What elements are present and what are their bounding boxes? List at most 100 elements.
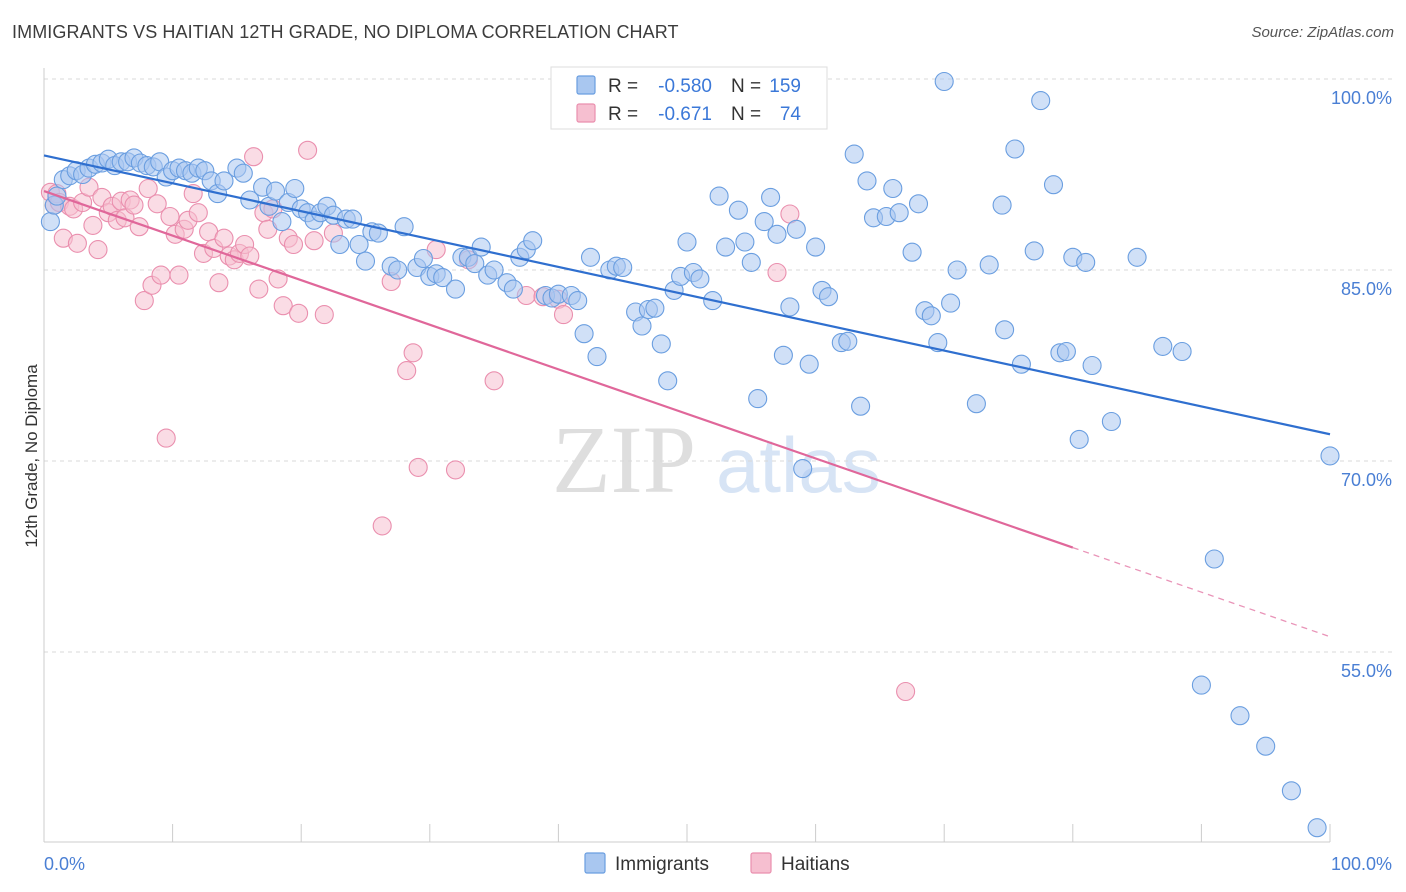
legend-n-label-immigrants: N = <box>731 76 761 97</box>
immigrants-point <box>741 252 761 272</box>
immigrants-point <box>773 345 793 365</box>
immigrants-point <box>735 232 755 252</box>
immigrants-point <box>908 194 929 214</box>
haitians-point <box>67 233 87 253</box>
y-tick-label-1: 85.0% <box>1341 279 1392 299</box>
immigrants-point <box>1056 341 1076 362</box>
haitians-point <box>124 195 144 215</box>
haitians-point <box>83 215 103 235</box>
immigrants-trend-line <box>43 154 1331 436</box>
immigrants-point <box>902 242 922 262</box>
immigrants-point <box>709 186 729 206</box>
immigrants-point <box>503 279 523 299</box>
haitians-point <box>553 305 574 325</box>
haitians-point <box>397 361 417 381</box>
immigrants-point <box>947 260 967 280</box>
series-legend: Immigrants Haitians <box>584 852 850 875</box>
legend-swatch-immigrants <box>576 75 596 95</box>
immigrants-point <box>658 371 678 391</box>
immigrants-point <box>767 224 787 244</box>
immigrants-point <box>645 298 665 318</box>
immigrants-point <box>728 200 748 220</box>
legend-swatch-haitians <box>576 103 596 123</box>
trend-lines <box>43 154 1331 638</box>
immigrants-point <box>465 254 485 274</box>
haitians-point <box>88 240 108 260</box>
immigrants-point <box>780 297 800 317</box>
haitians-point <box>767 262 787 283</box>
immigrants-point <box>761 187 781 207</box>
watermark: ZIP atlas <box>552 406 881 513</box>
y-tick-label-3: 55.0% <box>1341 661 1392 681</box>
immigrants-point <box>844 144 864 164</box>
series-legend-label-immigrants: Immigrants <box>615 854 709 875</box>
immigrants-point <box>574 324 594 344</box>
immigrants-point <box>1172 341 1192 362</box>
haitians-point <box>138 178 158 199</box>
haitians-point <box>273 296 293 316</box>
immigrants-point <box>690 269 710 289</box>
haitians-point <box>156 428 176 448</box>
immigrants-point <box>285 178 305 199</box>
legend-r-value-immigrants: -0.580 <box>658 76 712 97</box>
immigrants-point <box>265 181 286 201</box>
immigrants-point <box>1191 675 1211 695</box>
y-tick-label-2: 70.0% <box>1341 470 1392 490</box>
immigrants-point <box>1082 355 1102 376</box>
watermark-zip: ZIP <box>552 406 696 513</box>
haitians-point <box>147 194 167 214</box>
immigrants-point <box>1307 818 1327 838</box>
immigrants-point <box>1069 429 1089 449</box>
immigrants-point <box>928 333 948 353</box>
x-ticks <box>43 824 1331 842</box>
immigrants-point <box>214 171 234 191</box>
y-tick-label-0: 100.0% <box>1331 88 1392 108</box>
immigrants-point <box>343 209 363 229</box>
immigrants-point <box>1320 446 1340 466</box>
immigrants-point <box>1076 252 1096 272</box>
legend-r-label-haitians: R = <box>608 104 638 125</box>
immigrants-point <box>1153 336 1173 356</box>
haitians-point <box>209 273 229 293</box>
immigrants-point <box>883 178 903 199</box>
immigrants-point <box>613 257 633 278</box>
immigrants-point <box>1024 241 1044 261</box>
haitians-point <box>314 305 334 325</box>
haitians-point <box>151 265 171 285</box>
immigrants-point <box>484 260 504 280</box>
haitians-point <box>445 460 466 480</box>
immigrants-point <box>394 217 414 237</box>
haitians-point <box>244 147 264 167</box>
y-tick-labels: 100.0% 85.0% 70.0% 55.0% <box>1331 88 1392 681</box>
immigrants-point <box>445 279 466 299</box>
immigrants-point <box>1127 247 1147 267</box>
immigrants-point <box>806 237 826 257</box>
haitians-trend-line <box>43 190 1074 549</box>
immigrants-point <box>40 212 60 232</box>
immigrants-point <box>921 306 941 326</box>
haitians-point <box>160 206 180 227</box>
x-tick-label-min: 0.0% <box>44 854 85 874</box>
immigrants-point <box>349 234 369 255</box>
immigrants-point <box>1101 411 1121 432</box>
immigrants-point <box>388 260 408 280</box>
immigrants-point <box>523 231 543 251</box>
immigrants-point <box>1011 354 1031 374</box>
immigrants-point <box>471 237 491 257</box>
immigrants-point <box>979 255 999 275</box>
immigrants-point <box>941 293 961 313</box>
chart-title: IMMIGRANTS VS HAITIAN 12TH GRADE, NO DIP… <box>12 22 679 42</box>
haitians-trend-extension <box>1072 546 1331 638</box>
immigrants-points <box>40 71 1340 838</box>
immigrants-point <box>1230 706 1250 726</box>
haitians-point <box>214 228 234 248</box>
legend-box <box>550 66 828 130</box>
series-legend-swatch-haitians <box>750 852 772 874</box>
immigrants-point <box>992 195 1012 215</box>
immigrants-point <box>995 320 1015 340</box>
immigrants-point <box>851 396 871 416</box>
immigrants-point <box>754 212 774 232</box>
haitians-point <box>408 457 428 477</box>
haitians-point <box>283 234 304 255</box>
